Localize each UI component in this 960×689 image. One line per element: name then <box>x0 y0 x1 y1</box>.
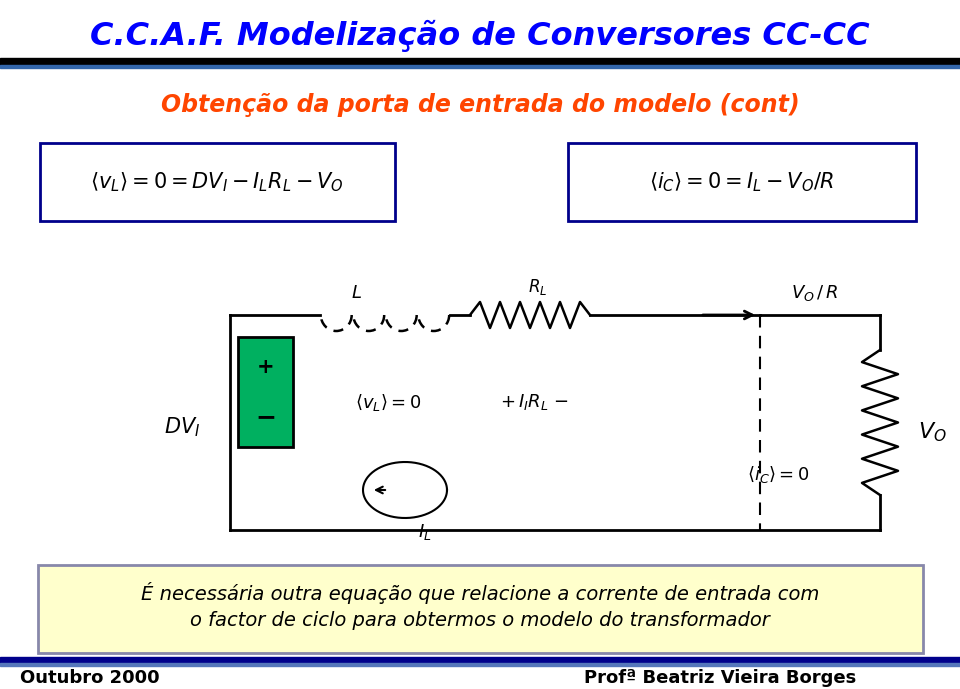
Text: $DV_I$: $DV_I$ <box>164 415 200 440</box>
Bar <box>238 337 293 447</box>
Text: $R_L$: $R_L$ <box>528 277 547 297</box>
Text: $+\,I_I R_L\,-$: $+\,I_I R_L\,-$ <box>500 393 569 413</box>
Bar <box>0 663 960 666</box>
FancyBboxPatch shape <box>38 565 923 653</box>
FancyBboxPatch shape <box>568 143 916 221</box>
Text: C.C.A.F. Modelização de Conversores CC-CC: C.C.A.F. Modelização de Conversores CC-C… <box>90 20 870 52</box>
Bar <box>0 65 960 68</box>
FancyBboxPatch shape <box>40 143 395 221</box>
Text: $\langle i_C \rangle = 0 = I_L - V_O / R$: $\langle i_C \rangle = 0 = I_L - V_O / R… <box>649 170 835 194</box>
Text: Profª Beatriz Vieira Borges: Profª Beatriz Vieira Borges <box>584 669 856 687</box>
Text: $I_L$: $I_L$ <box>419 522 432 542</box>
Text: $V_O$: $V_O$ <box>918 421 947 444</box>
Text: $\langle v_L \rangle = 0$: $\langle v_L \rangle = 0$ <box>355 392 421 413</box>
Text: $\langle i_C \rangle = 0$: $\langle i_C \rangle = 0$ <box>747 464 809 485</box>
Bar <box>0 58 960 65</box>
Bar <box>0 657 960 663</box>
Text: $\langle v_L \rangle = 0 = DV_I - I_L R_L - V_O$: $\langle v_L \rangle = 0 = DV_I - I_L R_… <box>90 170 344 194</box>
Text: +: + <box>256 357 275 377</box>
Text: É necessária outra equação que relacione a corrente de entrada com: É necessária outra equação que relacione… <box>141 582 819 604</box>
Text: L: L <box>352 284 362 302</box>
Text: −: − <box>255 405 276 429</box>
Text: o factor de ciclo para obtermos o modelo do transformador: o factor de ciclo para obtermos o modelo… <box>190 612 770 630</box>
Text: Outubro 2000: Outubro 2000 <box>20 669 159 687</box>
Text: $V_O\,/\,R$: $V_O\,/\,R$ <box>791 283 839 303</box>
Text: Obtenção da porta de entrada do modelo (cont): Obtenção da porta de entrada do modelo (… <box>160 93 800 117</box>
